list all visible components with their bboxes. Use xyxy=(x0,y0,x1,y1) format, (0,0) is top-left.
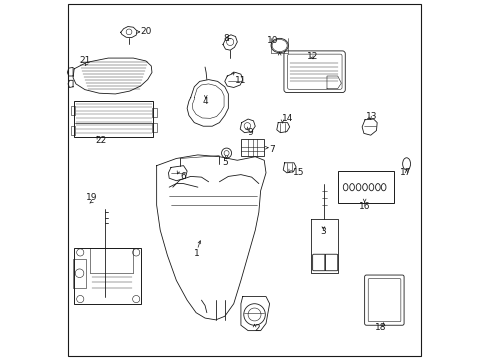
Bar xyxy=(152,123,156,132)
Text: 4: 4 xyxy=(202,96,207,105)
Text: 15: 15 xyxy=(292,168,304,177)
Text: 20: 20 xyxy=(140,27,151,36)
Text: 5: 5 xyxy=(222,158,227,167)
Bar xyxy=(74,101,153,137)
Text: 19: 19 xyxy=(86,193,98,202)
Text: 3: 3 xyxy=(320,228,325,237)
Text: 2: 2 xyxy=(254,324,259,333)
Text: 11: 11 xyxy=(235,76,246,85)
Text: 9: 9 xyxy=(246,128,252,137)
Text: 10: 10 xyxy=(267,36,278,45)
Text: 22: 22 xyxy=(95,136,106,145)
Text: 1: 1 xyxy=(194,249,200,258)
Bar xyxy=(74,248,140,304)
Text: 18: 18 xyxy=(374,323,386,332)
Text: 6: 6 xyxy=(180,172,186,181)
Text: 8: 8 xyxy=(223,34,229,43)
Text: 12: 12 xyxy=(306,52,318,61)
Text: 13: 13 xyxy=(366,112,377,121)
Bar xyxy=(338,171,393,203)
Bar xyxy=(152,108,156,117)
Text: 16: 16 xyxy=(358,202,369,211)
Text: 17: 17 xyxy=(399,168,411,177)
Bar xyxy=(241,139,264,156)
Bar xyxy=(70,107,75,116)
Bar xyxy=(70,126,75,135)
Text: 14: 14 xyxy=(281,114,293,123)
Text: 7: 7 xyxy=(269,145,275,154)
Bar xyxy=(73,259,85,288)
Text: 21: 21 xyxy=(79,56,90,65)
